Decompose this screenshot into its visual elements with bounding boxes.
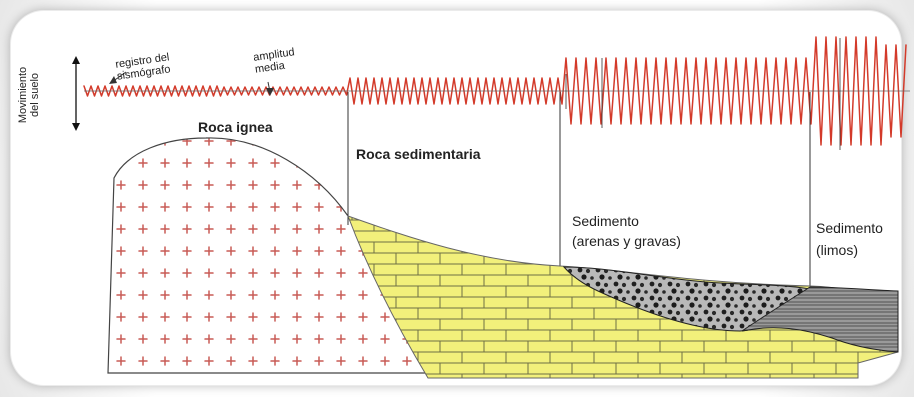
seismograph-wave xyxy=(83,36,907,146)
sand-gravel-label: Sedimento (arenas y gravas) xyxy=(572,213,681,249)
igneous-label: Roca ignea xyxy=(198,119,273,135)
silt-layer xyxy=(741,286,899,353)
silts-label: Sedimento (limos) xyxy=(816,220,883,258)
ground-motion-label: Movimiento del suelo xyxy=(17,66,41,124)
sedimentary-label: Roca sedimentaria xyxy=(356,146,481,162)
